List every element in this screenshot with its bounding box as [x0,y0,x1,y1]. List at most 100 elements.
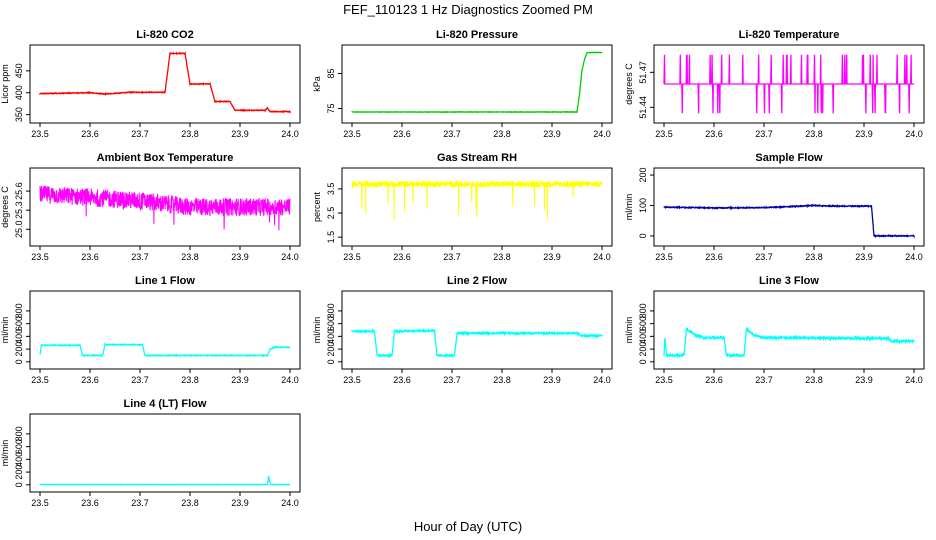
y-tick-label: 400 [14,329,24,344]
plot-frame [29,413,301,493]
x-tick-label: 23.7 [131,498,149,508]
panel-title: Ambient Box Temperature [97,152,234,164]
x-tick-label: 23.7 [131,252,149,262]
y-tick-label: 0 [326,359,336,364]
y-tick-label: 51.44 [638,96,648,119]
y-tick-label: 0 [14,482,24,487]
x-tick-label: 23.8 [181,129,199,139]
x-tick-label: 23.9 [231,252,249,262]
y-tick-label: 600 [326,316,336,331]
y-tick-label: 400 [14,452,24,467]
y-tick-label: 85 [326,68,336,78]
y-tick-label: 200 [638,168,648,183]
panel-ylabel: ml/min [624,194,634,221]
panel-li-820-temperature: Li-820 Temperature degrees C 23.5 23.6 23.7 2… [624,29,925,139]
x-tick-label: 23.8 [181,252,199,262]
x-tick-label: 24.0 [593,375,611,385]
x-tick-label: 23.9 [855,129,873,139]
plot-frame [29,290,301,370]
y-tick-label: 200 [14,465,24,480]
panel-title: Line 1 Flow [135,275,195,287]
panel-ylabel: degrees C [624,63,634,105]
panel-title: Line 4 (LT) Flow [124,398,207,410]
x-tick-label: 23.6 [393,375,411,385]
x-tick-label: 23.7 [443,375,461,385]
plot-frame [341,290,613,370]
x-tick-label: 23.6 [81,129,99,139]
y-tick-label: 400 [14,85,24,100]
series-line [351,51,603,114]
plot-frame [653,44,925,124]
x-tick-label: 24.0 [281,129,299,139]
x-tick-label: 23.9 [543,252,561,262]
x-tick-label: 23.5 [343,252,361,262]
panel-gas-stream-rh: Gas Stream RH percent 23.5 23.6 23.7 23.8 23.9… [312,152,613,262]
panel-grid: Li-820 CO2 Licor ppm 23.5 23.6 23.7 23.8 23.9 2… [0,29,925,508]
x-tick-label: 23.7 [443,129,461,139]
y-tick-label: 800 [326,303,336,318]
x-tick-label: 23.6 [81,498,99,508]
x-tick-label: 23.5 [655,252,673,262]
series-line [351,327,603,359]
y-tick-label: 25.0 [14,221,24,239]
x-tick-label: 24.0 [905,252,923,262]
x-tick-label: 23.8 [493,129,511,139]
figure-xlabel: Hour of Day (UTC) [414,519,522,534]
x-tick-label: 23.5 [655,375,673,385]
series-line [351,179,603,221]
plot-frame [653,290,925,370]
y-tick-label: 400 [638,329,648,344]
x-tick-label: 23.6 [705,129,723,139]
y-tick-label: 450 [14,63,24,78]
y-tick-label: 3.5 [326,183,336,196]
panel-ylabel: percent [312,191,322,222]
panel-title: Li-820 CO2 [136,29,193,41]
panel-sample-flow: Sample Flow ml/min 23.5 23.6 23.7 23.8 23.9 24.… [624,152,925,262]
x-tick-label: 23.5 [31,375,49,385]
panel-line-3-flow: Line 3 Flow ml/min 23.5 23.6 23.7 23.8 23.9 24.… [624,275,925,385]
x-tick-label: 23.5 [31,498,49,508]
panel-title: Gas Stream RH [437,152,517,164]
panel-title: Li-820 Temperature [739,29,840,41]
series-line [663,326,915,359]
panel-title: Line 2 Flow [447,275,507,287]
x-tick-label: 24.0 [905,375,923,385]
figure-title: FEF_110123 1 Hz Diagnostics Zoomed PM [343,2,593,17]
x-tick-label: 23.5 [31,129,49,139]
series-line [39,341,291,358]
y-tick-label: 200 [326,342,336,357]
panel-ylabel: ml/min [0,440,10,467]
x-tick-label: 23.8 [805,252,823,262]
x-tick-label: 23.5 [655,129,673,139]
panel-ylabel: ml/min [624,317,634,344]
series-line [39,475,291,486]
y-tick-label: 600 [638,316,648,331]
x-tick-label: 24.0 [905,129,923,139]
x-tick-label: 23.5 [343,375,361,385]
plot-frame [29,44,301,124]
y-tick-label: 2.5 [326,207,336,220]
x-tick-label: 23.6 [81,252,99,262]
x-tick-label: 23.9 [231,498,249,508]
y-tick-label: 600 [14,439,24,454]
panel-title: Li-820 Pressure [436,29,518,41]
series-line [39,185,291,231]
x-tick-label: 24.0 [281,375,299,385]
panel-title: Line 3 Flow [759,275,819,287]
x-tick-label: 23.8 [805,129,823,139]
x-tick-label: 23.7 [131,129,149,139]
x-tick-label: 23.8 [493,252,511,262]
x-tick-label: 23.5 [31,252,49,262]
x-tick-label: 23.9 [543,375,561,385]
x-tick-label: 23.8 [493,375,511,385]
y-tick-label: 25.6 [14,182,24,200]
y-tick-label: 400 [326,329,336,344]
x-tick-label: 23.6 [705,375,723,385]
panel-ylabel: ml/min [312,317,322,344]
x-tick-label: 23.7 [755,252,773,262]
panel-line-4-lt-flow: Line 4 (LT) Flow ml/min 23.5 23.6 23.7 23.8 23… [0,398,301,508]
x-tick-label: 23.8 [181,375,199,385]
y-tick-label: 100 [638,198,648,213]
x-tick-label: 23.6 [81,375,99,385]
